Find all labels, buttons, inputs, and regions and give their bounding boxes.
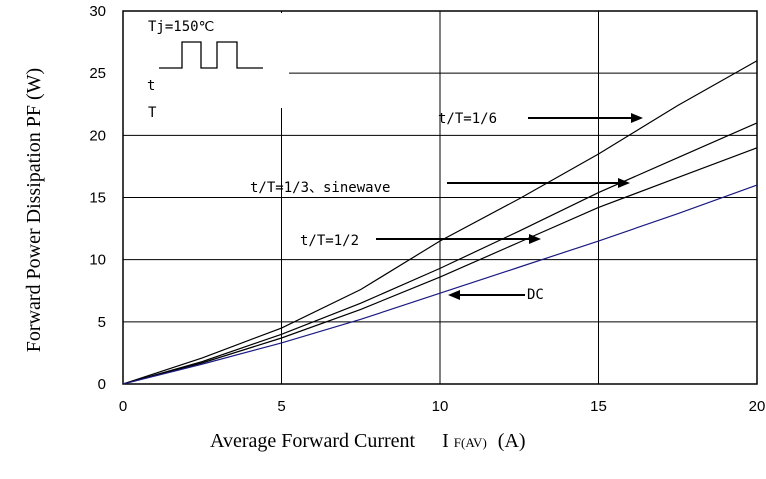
series-line-0 [122,60,758,385]
inset-area: Tj=150℃ t T [123,13,289,121]
annotation-1-2: t/T=1/2 [300,233,359,249]
series-line-3 [122,184,758,385]
pulse-waveform [159,41,263,69]
x-axis-title-text: Average Forward Current [210,430,416,452]
y-tick-label: 10 [89,252,106,269]
arrowhead-1-2 [529,234,541,244]
annotation-dc: DC [527,287,544,303]
arrowhead-dc [448,290,460,300]
x-tick-label: 0 [119,398,127,415]
x-axis-unit: (A) [498,430,526,452]
inset-t-label: t [147,78,155,94]
series-line-2 [122,147,758,385]
x-axis-title: Average Forward Current I F(AV) (A) [210,430,526,452]
y-tick-label: 25 [89,65,106,82]
inset-temperature-label: Tj=150℃ [148,19,214,35]
arrowhead-1-6 [631,113,643,123]
y-tick-label: 20 [89,127,106,144]
y-tick-label: 30 [89,3,106,20]
tick-labels: 0 5 10 15 20 0 5 10 15 20 25 30 [89,3,765,415]
inset-background [123,13,289,108]
series-lines [122,60,758,385]
y-tick-label: 15 [89,190,106,207]
annotation-1-6: t/T=1/6 [438,111,497,127]
x-tick-label: 5 [277,398,285,415]
x-tick-label: 15 [590,398,607,415]
x-tick-label: 10 [432,398,449,415]
x-axis-symbol: I [442,430,449,452]
annotation-1-3: t/T=1/3、sinewave [250,180,390,196]
series-line-1 [122,122,758,385]
axes [122,10,758,385]
inset-T-label: T [148,105,157,121]
annotations: t/T=1/6 t/T=1/3、sinewave t/T=1/2 DC [250,111,643,303]
plot-frame [122,10,758,385]
y-tick-label: 0 [98,376,106,393]
y-tick-label: 5 [98,314,106,331]
arrowhead-1-3 [618,178,630,188]
y-axis-title: Forward Power Dissipation PF (W) [23,68,45,352]
x-axis-subscript: F(AV) [454,435,487,450]
x-tick-label: 20 [749,398,766,415]
